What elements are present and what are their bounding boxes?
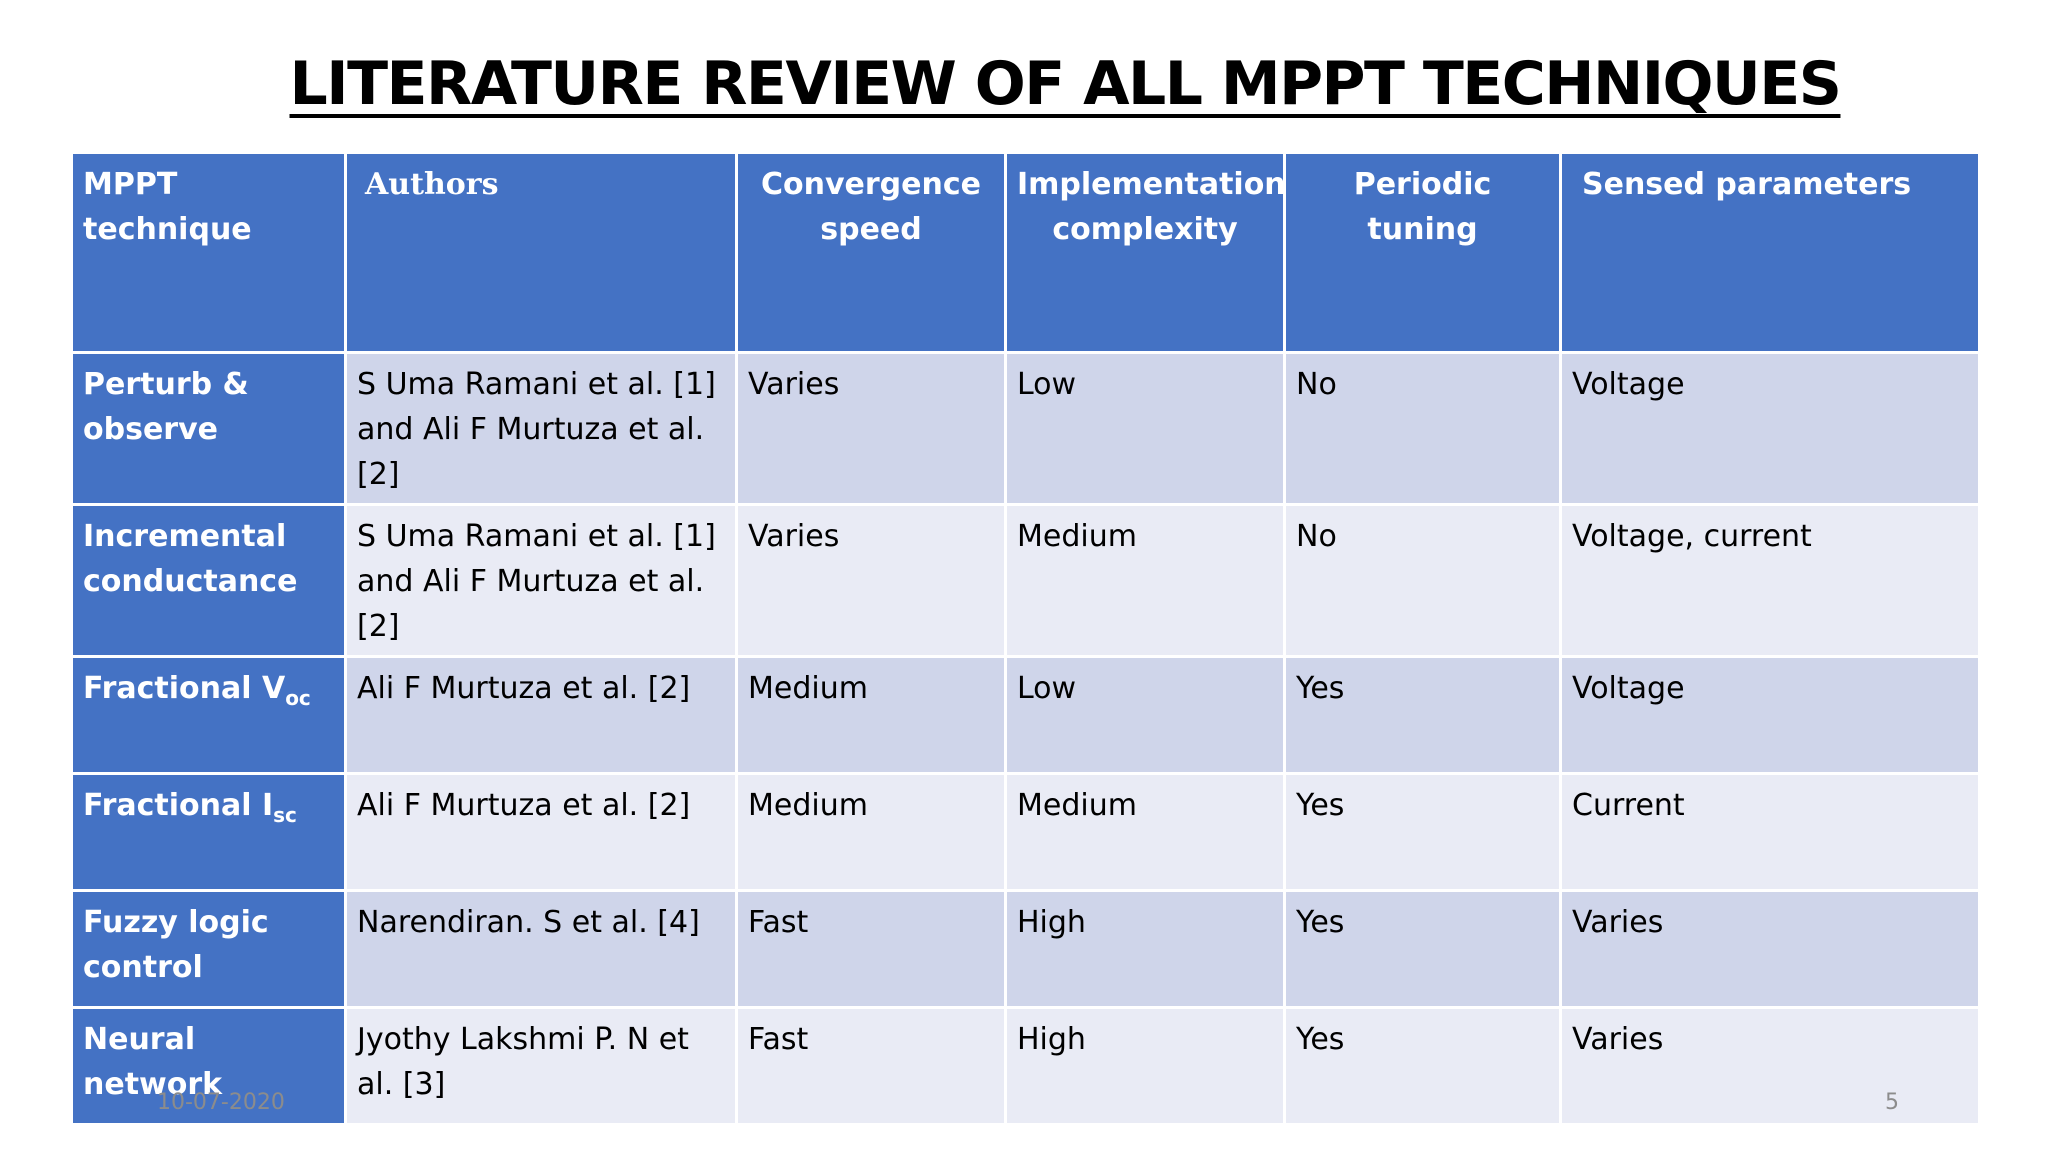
tuning-cell: No <box>1283 351 1562 506</box>
sensed-cell: Varies <box>1559 889 1981 1009</box>
sensed-cell: Voltage <box>1559 655 1981 775</box>
complexity-cell: Medium <box>1004 772 1286 892</box>
convergence-cell: Fast <box>735 1006 1007 1126</box>
complexity-cell: High <box>1004 1006 1286 1126</box>
technique-subscript: sc <box>273 803 297 827</box>
header-authors: Authors <box>344 151 738 354</box>
tuning-cell: Yes <box>1283 1006 1562 1126</box>
header-convergence-speed: Convergence speed <box>735 151 1007 354</box>
sensed-cell: Voltage <box>1559 351 1981 506</box>
technique-text: Fractional I <box>83 788 274 823</box>
tuning-cell: No <box>1283 503 1562 658</box>
header-sensed-parameters: Sensed parameters <box>1559 151 1981 354</box>
tuning-cell: Yes <box>1283 889 1562 1009</box>
sensed-cell: Varies <box>1559 1006 1981 1126</box>
technique-cell: Fractional Voc <box>70 655 347 775</box>
footer-date: 10-07-2020 <box>157 1090 285 1115</box>
convergence-cell: Varies <box>735 503 1007 658</box>
tuning-cell: Yes <box>1283 655 1562 775</box>
slide-title: LITERATURE REVIEW OF ALL MPPT TECHNIQUES <box>289 49 1842 119</box>
convergence-cell: Medium <box>735 772 1007 892</box>
sensed-cell: Voltage, current <box>1559 503 1981 658</box>
technique-cell: Fractional Isc <box>70 772 347 892</box>
table-row: Neural network Jyothy Lakshmi P. N et al… <box>70 1006 1981 1126</box>
technique-cell: Incremental conductance <box>70 503 347 658</box>
header-periodic-tuning: Periodic tuning <box>1283 151 1562 354</box>
technique-cell: Perturb & observe <box>70 351 347 506</box>
table-header-row: MPPT technique Authors Convergence speed… <box>70 151 1981 354</box>
sensed-cell: Current <box>1559 772 1981 892</box>
convergence-cell: Fast <box>735 889 1007 1009</box>
table-row: Fractional Voc Ali F Murtuza et al. [2] … <box>70 655 1981 775</box>
technique-cell: Fuzzy logic control <box>70 889 347 1009</box>
convergence-cell: Varies <box>735 351 1007 506</box>
authors-cell: Ali F Murtuza et al. [2] <box>344 772 738 892</box>
table-row: Incremental conductance S Uma Ramani et … <box>70 503 1981 658</box>
authors-cell: Ali F Murtuza et al. [2] <box>344 655 738 775</box>
authors-cell: Narendiran. S et al. [4] <box>344 889 738 1009</box>
authors-cell: S Uma Ramani et al. [1] and Ali F Murtuz… <box>344 503 738 658</box>
technique-text: Fractional V <box>83 671 286 706</box>
table-row: Fractional Isc Ali F Murtuza et al. [2] … <box>70 772 1981 892</box>
complexity-cell: Low <box>1004 655 1286 775</box>
header-mppt-technique: MPPT technique <box>70 151 347 354</box>
complexity-cell: High <box>1004 889 1286 1009</box>
table-row: Perturb & observe S Uma Ramani et al. [1… <box>70 351 1981 506</box>
complexity-cell: Medium <box>1004 503 1286 658</box>
tuning-cell: Yes <box>1283 772 1562 892</box>
authors-cell: Jyothy Lakshmi P. N et al. [3] <box>344 1006 738 1126</box>
technique-cell: Neural network <box>70 1006 347 1126</box>
complexity-cell: Low <box>1004 351 1286 506</box>
authors-cell: S Uma Ramani et al. [1] and Ali F Murtuz… <box>344 351 738 506</box>
page-number: 5 <box>1885 1090 1899 1115</box>
convergence-cell: Medium <box>735 655 1007 775</box>
table-row: Fuzzy logic control Narendiran. S et al.… <box>70 889 1981 1009</box>
header-implementation-complexity: Implementation complexity <box>1004 151 1286 354</box>
literature-table: MPPT technique Authors Convergence speed… <box>70 151 1981 1126</box>
technique-subscript: oc <box>285 686 311 710</box>
